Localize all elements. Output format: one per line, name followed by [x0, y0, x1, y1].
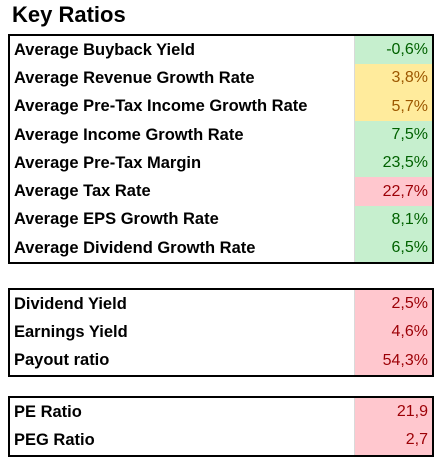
- table-row: Average Dividend Growth Rate 6,5%: [10, 234, 432, 263]
- table-row: PE Ratio 21,9: [10, 398, 432, 427]
- ratio-label: PE Ratio: [14, 402, 82, 421]
- ratio-label: Average Buyback Yield: [14, 40, 195, 59]
- ratio-value: 2,7: [354, 426, 432, 455]
- yield-ratios-table: Dividend Yield 2,5% Earnings Yield 4,6% …: [8, 288, 434, 377]
- ratio-value: 54,3%: [354, 346, 432, 375]
- page-title: Key Ratios: [12, 2, 126, 27]
- ratio-label: Average Pre-Tax Income Growth Rate: [14, 97, 308, 116]
- table-row: Dividend Yield 2,5%: [10, 290, 432, 319]
- ratio-value: 3,8%: [354, 64, 432, 93]
- growth-ratios-table: Average Buyback Yield -0,6% Average Reve…: [8, 34, 434, 265]
- ratio-value: 4,6%: [354, 318, 432, 347]
- valuation-ratios-table: PE Ratio 21,9 PEG Ratio 2,7: [8, 396, 434, 457]
- ratio-value: 23,5%: [354, 149, 432, 178]
- ratio-value: -0,6%: [354, 36, 432, 65]
- table-row: Average Income Growth Rate 7,5%: [10, 120, 432, 150]
- table-row: Average Tax Rate 22,7%: [10, 177, 432, 206]
- ratio-label: Average Revenue Growth Rate: [14, 68, 255, 87]
- ratio-value: 21,9: [354, 398, 432, 427]
- ratio-label: Dividend Yield: [14, 294, 127, 313]
- ratio-label: Earnings Yield: [14, 322, 128, 341]
- ratio-label: Payout ratio: [14, 351, 110, 370]
- table-row: PEG Ratio 2,7: [10, 426, 432, 455]
- table-row: Average Revenue Growth Rate 3,8%: [10, 64, 432, 93]
- table-row: Average Buyback Yield -0,6%: [10, 36, 432, 65]
- ratio-label: Average Pre-Tax Margin: [14, 153, 202, 172]
- ratio-value: 8,1%: [354, 205, 432, 235]
- ratio-value: 7,5%: [354, 120, 432, 150]
- ratio-label: Average Income Growth Rate: [14, 125, 244, 144]
- ratio-label: Average Tax Rate: [14, 182, 151, 201]
- ratio-label: Average Dividend Growth Rate: [14, 238, 256, 257]
- ratio-value: 5,7%: [354, 92, 432, 121]
- ratio-value: 22,7%: [354, 177, 432, 206]
- ratio-label: Average EPS Growth Rate: [14, 210, 219, 229]
- ratio-label: PEG Ratio: [14, 430, 95, 449]
- ratio-value: 6,5%: [354, 234, 432, 263]
- table-row: Average Pre-Tax Income Growth Rate 5,7%: [10, 92, 432, 121]
- table-row: Earnings Yield 4,6%: [10, 318, 432, 347]
- table-row: Average EPS Growth Rate 8,1%: [10, 205, 432, 235]
- table-row: Payout ratio 54,3%: [10, 346, 432, 375]
- ratio-value: 2,5%: [354, 290, 432, 319]
- table-row: Average Pre-Tax Margin 23,5%: [10, 149, 432, 178]
